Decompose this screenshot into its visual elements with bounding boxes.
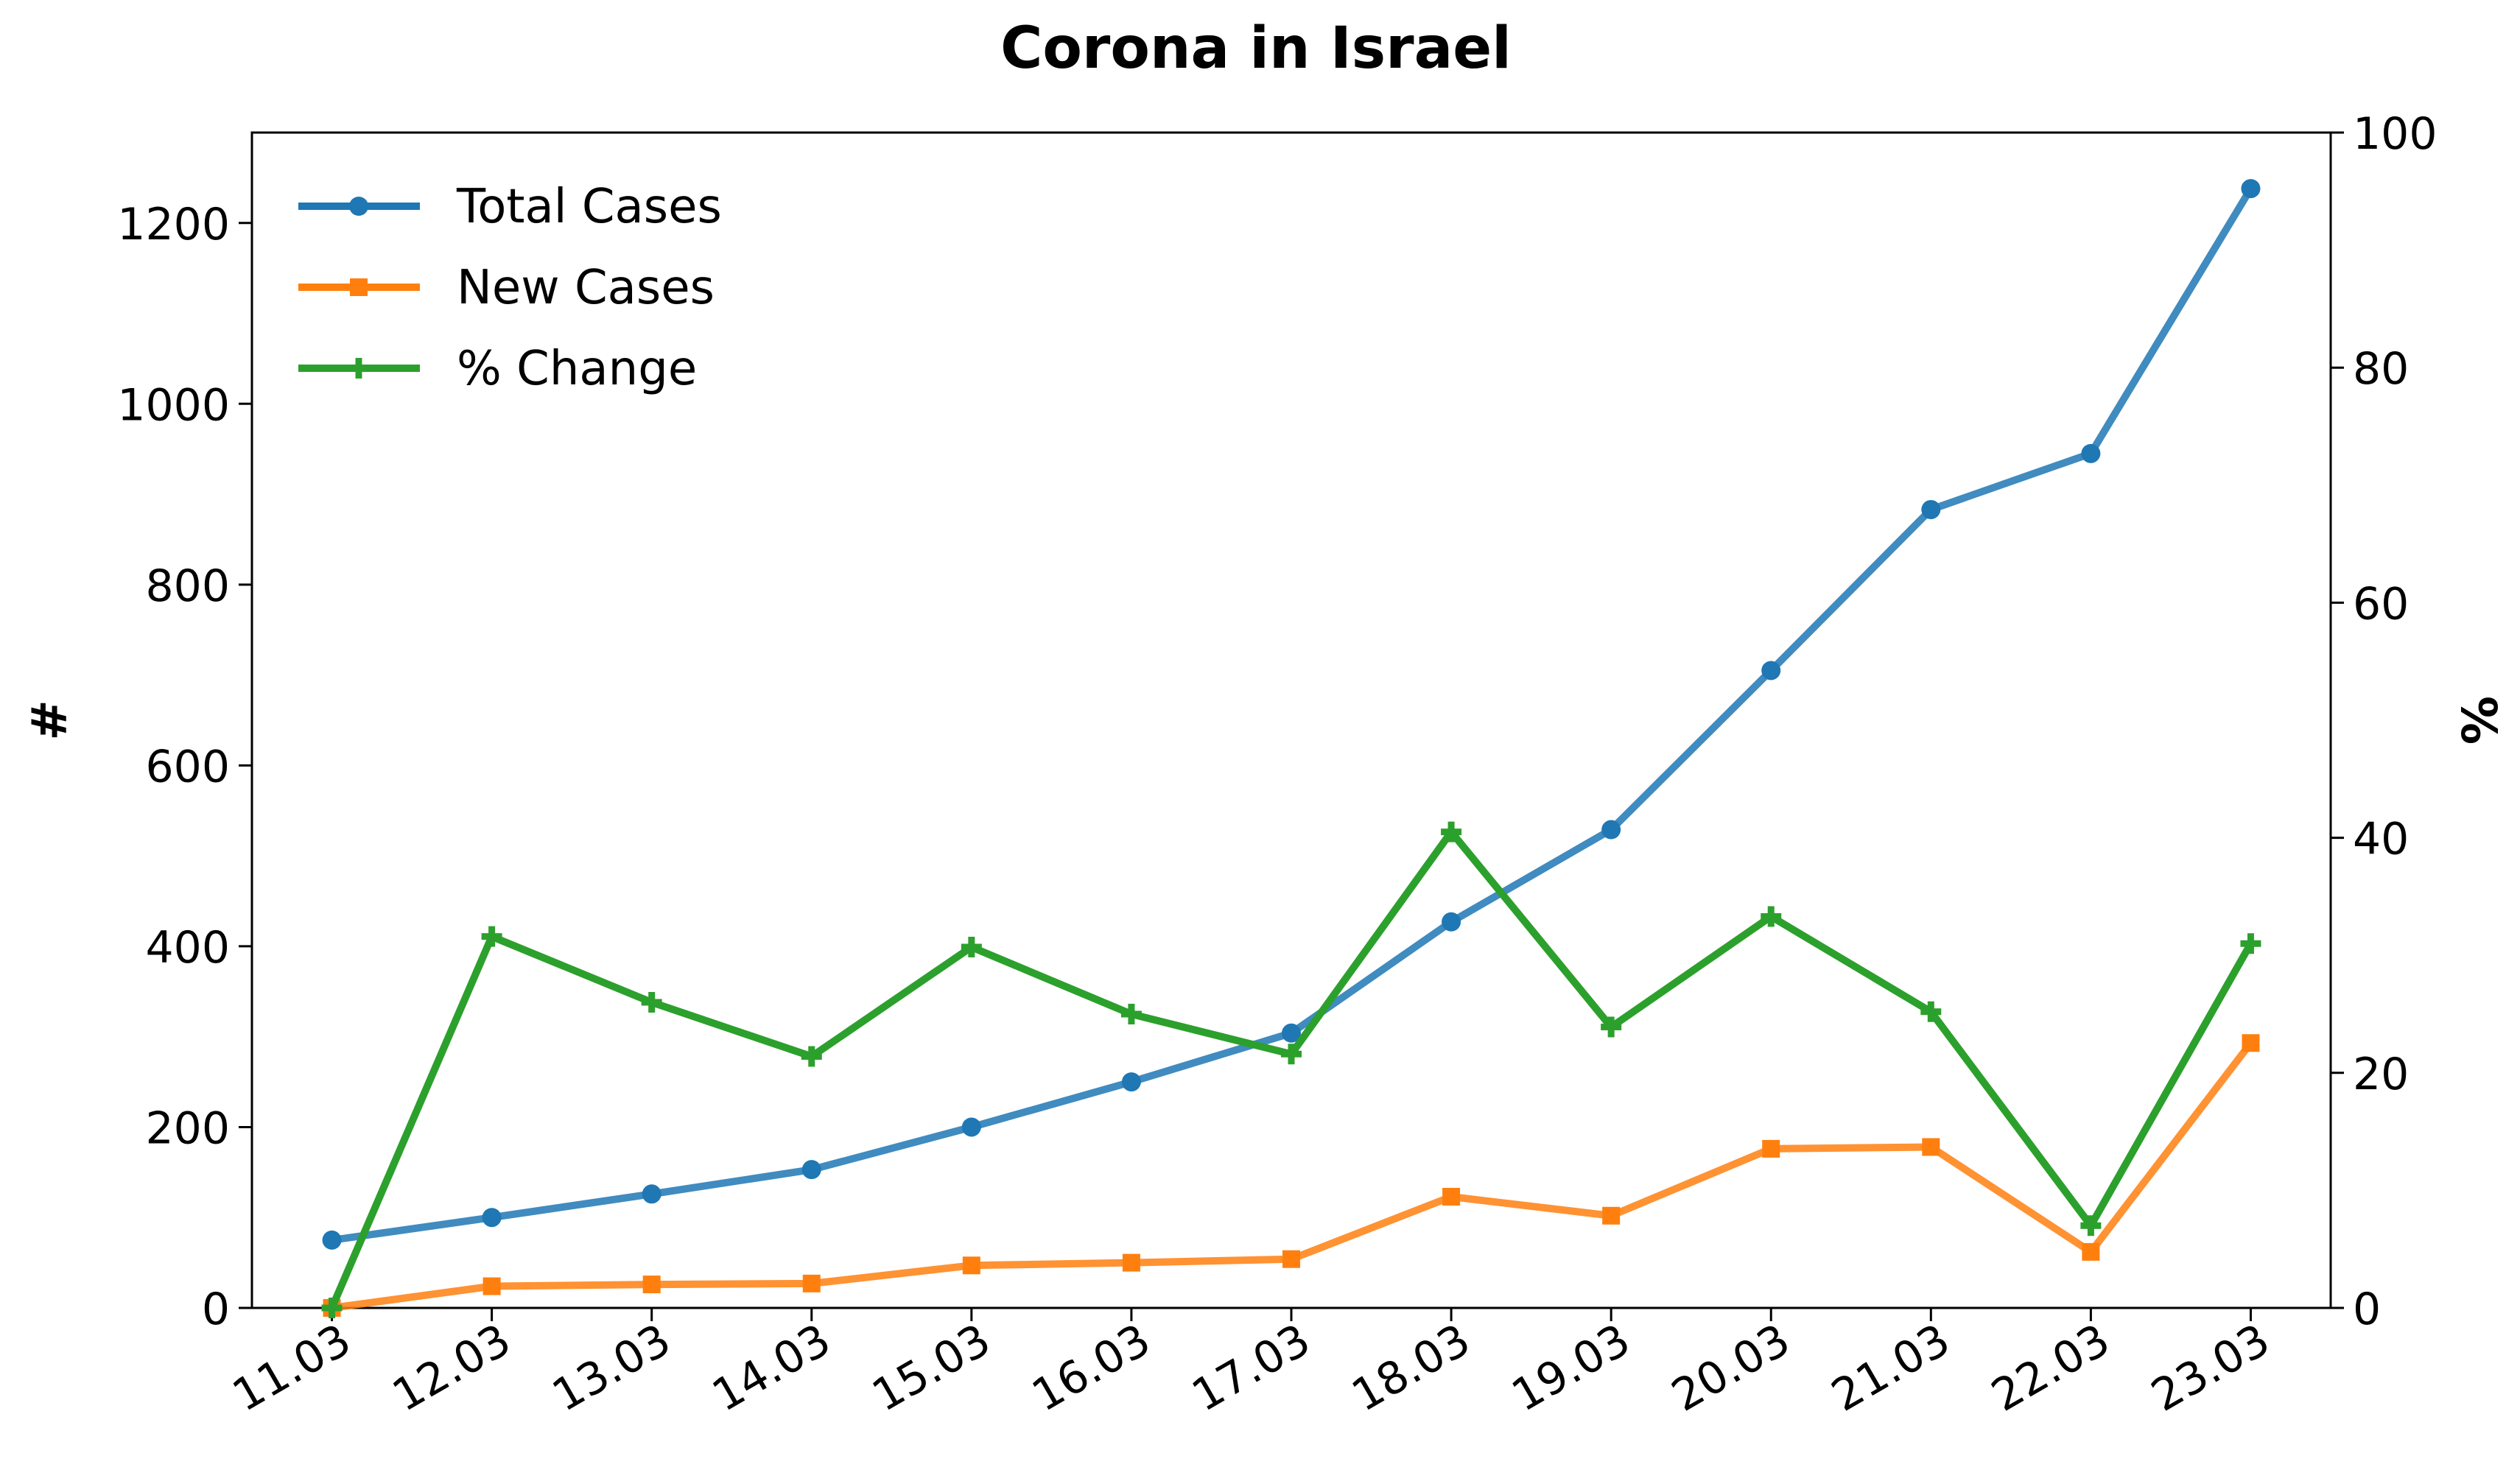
x-tick-label: 11.03 (224, 1314, 359, 1422)
y-tick-label: 600 (145, 741, 230, 792)
series-total-cases (322, 179, 2261, 1250)
x-axis: 11.03 12.03 13.03 14.03 15.03 16.03 17.03 18.03… (224, 1308, 2278, 1422)
y-tick-label: 400 (145, 922, 230, 974)
x-tick-label: 14.03 (704, 1314, 840, 1422)
legend-item-new-cases: New Cases (298, 261, 715, 315)
data-point-change (1441, 821, 1462, 842)
data-point-change (481, 926, 502, 947)
y-tick-label: 200 (145, 1102, 230, 1154)
y-tick-label: 800 (145, 560, 230, 612)
data-point-change (961, 937, 982, 958)
legend-marker (348, 358, 369, 379)
series-line-new-cases (328, 1039, 2255, 1312)
series-line-change (328, 828, 2255, 1312)
legend-marker (349, 197, 368, 216)
x-tick-label: 22.03 (1983, 1314, 2119, 1422)
series-change (321, 821, 2261, 1318)
data-point-new-cases (1762, 1139, 1780, 1158)
data-point-change (1120, 1004, 1142, 1024)
series-new-cases (323, 1034, 2260, 1317)
data-point-total-cases (482, 1208, 502, 1228)
legend: Total Cases New Cases % Change (298, 180, 722, 396)
y2-tick-label: 100 (2353, 108, 2437, 160)
y-axis-left: 0 200 400 600 800 1000 1200 (117, 199, 252, 1335)
y2-tick-label: 40 (2353, 814, 2409, 865)
data-point-new-cases (482, 1277, 501, 1295)
data-point-new-cases (1122, 1253, 1140, 1272)
data-point-change (1761, 906, 1782, 927)
y2-tick-label: 20 (2353, 1049, 2409, 1100)
data-point-total-cases (801, 1160, 821, 1180)
x-tick-label: 12.03 (384, 1314, 519, 1422)
data-point-change (1601, 1016, 1622, 1038)
x-tick-label: 23.03 (2143, 1314, 2278, 1422)
y-axis-label: # (21, 700, 78, 740)
data-point-total-cases (642, 1184, 661, 1204)
y2-tick-label: 0 (2353, 1284, 2381, 1335)
data-point-new-cases (802, 1274, 821, 1292)
series-layer (321, 179, 2261, 1318)
y-tick-label: 1200 (117, 199, 230, 250)
data-point-total-cases (1442, 912, 1461, 932)
y2-tick-label: 60 (2353, 578, 2409, 630)
data-point-change (801, 1046, 822, 1067)
x-tick-label: 18.03 (1344, 1314, 1479, 1422)
data-point-new-cases (642, 1276, 661, 1294)
data-point-total-cases (1921, 499, 1941, 519)
data-point-change (2080, 1215, 2102, 1236)
data-point-total-cases (1761, 661, 1781, 680)
data-point-change (2240, 933, 2261, 954)
x-tick-label: 20.03 (1663, 1314, 1799, 1422)
x-tick-label: 13.03 (544, 1314, 679, 1422)
legend-label: New Cases (457, 261, 715, 315)
data-point-total-cases (961, 1117, 981, 1137)
x-tick-label: 21.03 (1823, 1314, 1959, 1422)
legend-item-total-cases: Total Cases (298, 180, 722, 234)
x-tick-label: 16.03 (1024, 1314, 1159, 1422)
data-point-change (1920, 1001, 1942, 1022)
legend-item-change: % Change (298, 342, 697, 396)
x-tick-label: 17.03 (1184, 1314, 1319, 1422)
y2-axis-label: % (2452, 696, 2509, 745)
data-point-new-cases (1282, 1250, 1300, 1268)
legend-label: Total Cases (456, 180, 722, 234)
legend-label: % Change (457, 342, 697, 396)
data-point-change (321, 1298, 343, 1318)
data-point-new-cases (2242, 1034, 2260, 1052)
data-point-change (641, 992, 662, 1013)
legend-marker (350, 278, 368, 296)
x-tick-label: 15.03 (864, 1314, 1000, 1422)
data-point-change (1281, 1044, 1302, 1065)
data-point-new-cases (1442, 1187, 1461, 1206)
y2-tick-label: 80 (2353, 343, 2409, 395)
data-point-new-cases (1602, 1206, 1621, 1225)
y-axis-right: 0 20 40 60 80 100 (2331, 108, 2437, 1335)
data-point-total-cases (1121, 1072, 1141, 1092)
data-point-total-cases (1601, 820, 1621, 840)
data-point-total-cases (1282, 1023, 1301, 1043)
y-tick-label: 0 (202, 1284, 230, 1335)
data-point-new-cases (1922, 1138, 1940, 1156)
data-point-new-cases (2082, 1242, 2100, 1261)
y-tick-label: 1000 (117, 379, 230, 431)
data-point-new-cases (962, 1256, 980, 1275)
data-point-total-cases (2081, 443, 2101, 463)
data-point-total-cases (322, 1230, 342, 1250)
data-point-total-cases (2241, 179, 2261, 199)
x-tick-label: 19.03 (1503, 1314, 1639, 1422)
chart-title: Corona in Israel (1000, 15, 1512, 82)
